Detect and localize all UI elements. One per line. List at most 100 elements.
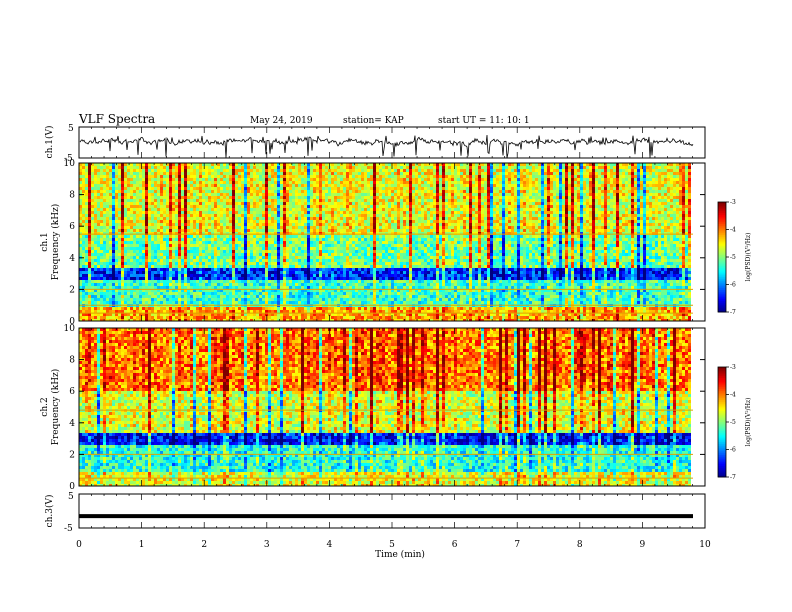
ch1-spectrogram-cell bbox=[214, 199, 217, 202]
ch1-spectrogram-cell bbox=[316, 244, 319, 247]
ch1-spectrogram-cell bbox=[286, 283, 289, 286]
ch1-spectrogram-cell bbox=[160, 214, 163, 217]
ch1-spectrogram-cell bbox=[103, 244, 106, 247]
ch1-spectrogram-cell bbox=[325, 247, 328, 250]
ch1-spectrogram-cell bbox=[103, 217, 106, 220]
ch1-spectrogram-cell bbox=[175, 301, 178, 304]
ch1-spectrogram-cell bbox=[169, 280, 172, 283]
ch1-spectrogram-cell bbox=[322, 211, 325, 214]
ch1-spectrogram-cell bbox=[343, 280, 346, 283]
ch1-spectrogram-cell bbox=[319, 310, 322, 313]
ch1-spectrogram-cell bbox=[115, 289, 118, 292]
ch1-spectrogram-cell bbox=[109, 247, 112, 250]
ch1-spectrogram-cell bbox=[289, 244, 292, 247]
ch1-spectrogram-cell bbox=[295, 163, 298, 166]
ch1-spectrogram-cell bbox=[163, 199, 166, 202]
ch1-spectrogram-cell bbox=[358, 280, 361, 283]
ch1-spectrogram-cell bbox=[112, 211, 115, 214]
ch1-spectrogram-cell bbox=[307, 262, 310, 265]
ch1-spectrogram-cell bbox=[193, 199, 196, 202]
ch1-spectrogram-cell bbox=[187, 220, 190, 223]
ch1-spectrogram-cell bbox=[313, 319, 316, 321]
ch1-spectrogram-cell bbox=[166, 259, 169, 262]
ch1-spectrogram-cell bbox=[298, 190, 301, 193]
ch1-spectrogram-cell bbox=[319, 214, 322, 217]
ch1-spectrogram-cell bbox=[316, 220, 319, 223]
ch1-spectrogram-cell bbox=[271, 310, 274, 313]
ch1-spectrogram-cell bbox=[94, 298, 97, 301]
ch1-spectrogram-cell bbox=[157, 193, 160, 196]
ch1-spectrogram-cell bbox=[211, 223, 214, 226]
ch1-spectrogram-cell bbox=[205, 301, 208, 304]
ch1-spectrogram-cell bbox=[148, 241, 151, 244]
ch1-spectrogram-cell bbox=[283, 265, 286, 268]
ch1-spectrogram-cell bbox=[178, 238, 181, 241]
ch1-spectrogram-cell bbox=[289, 301, 292, 304]
ch1-spectrogram-cell bbox=[268, 274, 271, 277]
ch1-spectrogram-cell bbox=[100, 262, 103, 265]
ch1-spectrogram-cell bbox=[307, 172, 310, 175]
ch1-spectrogram-cell bbox=[340, 262, 343, 265]
ch1-spectrogram-cell bbox=[253, 307, 256, 310]
ch1-spectrogram-cell bbox=[79, 307, 82, 310]
ch1-spectrogram-cell bbox=[250, 259, 253, 262]
ch1-spectrogram-cell bbox=[298, 247, 301, 250]
ch1-spectrogram-cell bbox=[244, 310, 247, 313]
ch1-spectrogram-cell bbox=[211, 274, 214, 277]
ch1-spectrogram-cell bbox=[250, 295, 253, 298]
ch1-spectrogram-cell bbox=[238, 292, 241, 295]
ch1-spectrogram-cell bbox=[196, 244, 199, 247]
ch1-spectrogram-cell bbox=[259, 295, 262, 298]
ch1-spectrogram-cell bbox=[238, 202, 241, 205]
ch1-spectrogram-cell bbox=[331, 226, 334, 229]
ch1-spectrogram-cell bbox=[142, 247, 145, 250]
ch1-spectrogram-cell bbox=[184, 280, 187, 283]
ch1-spectrogram-cell bbox=[175, 178, 178, 181]
ch1-spectrogram-cell bbox=[358, 283, 361, 286]
ch1-spectrogram-cell bbox=[307, 250, 310, 253]
ch1-spectrogram-cell bbox=[193, 280, 196, 283]
ch1-spectrogram-cell bbox=[244, 280, 247, 283]
ch1-spectrogram-cell bbox=[235, 271, 238, 274]
ch1-spectrogram-cell bbox=[139, 310, 142, 313]
ch1-spectrogram-cell bbox=[268, 295, 271, 298]
ch1-spectrogram-cell bbox=[160, 313, 163, 316]
ch1-spectrogram-cell bbox=[289, 292, 292, 295]
ch1-spectrogram-cell bbox=[226, 178, 229, 181]
ch1-spectrogram-cell bbox=[88, 211, 91, 214]
ch1-spectrogram-cell bbox=[226, 211, 229, 214]
ch1-spectrogram-cell bbox=[262, 169, 265, 172]
ch1-spectrogram-cell bbox=[85, 187, 88, 190]
ch1-spectrogram-cell bbox=[175, 181, 178, 184]
ch1-spectrogram-cell bbox=[280, 253, 283, 256]
ch1-spectrogram-cell bbox=[100, 289, 103, 292]
ch1-spectrogram-cell bbox=[262, 223, 265, 226]
ch1-spectrogram-cell bbox=[97, 205, 100, 208]
ch1-spectrogram-cell bbox=[94, 223, 97, 226]
ch1-spectrogram-cell bbox=[265, 223, 268, 226]
ch1-spectrogram-cell bbox=[178, 214, 181, 217]
ch1-spectrogram-cell bbox=[301, 220, 304, 223]
ch1-spectrogram-cell bbox=[166, 298, 169, 301]
ch1-spectrogram-cell bbox=[154, 193, 157, 196]
ch1-spectrogram-cell bbox=[283, 271, 286, 274]
ch1-spectrogram-cell bbox=[256, 283, 259, 286]
ch1-spectrogram-cell bbox=[283, 187, 286, 190]
ch1-spectrogram-cell bbox=[256, 268, 259, 271]
ch1-spectrogram-cell bbox=[100, 169, 103, 172]
ch1-spectrogram-cell bbox=[295, 211, 298, 214]
ch1-spectrogram-cell bbox=[334, 247, 337, 250]
ch1-spectrogram-cell bbox=[268, 217, 271, 220]
ch1-spectrogram-cell bbox=[316, 205, 319, 208]
ch1-spectrogram-cell bbox=[244, 196, 247, 199]
ch1-spectrogram-cell bbox=[331, 319, 334, 321]
ch1-spectrogram-cell bbox=[202, 190, 205, 193]
ch1-spectrogram-cell bbox=[265, 220, 268, 223]
ch1-spectrogram-cell bbox=[292, 229, 295, 232]
ch1-spectrogram-cell bbox=[139, 313, 142, 316]
ch1-spectrogram-cell bbox=[289, 208, 292, 211]
ch1-spectrogram-cell bbox=[121, 253, 124, 256]
ch1-spectrogram-cell bbox=[271, 166, 274, 169]
ch1-spectrogram-cell bbox=[142, 199, 145, 202]
ch1-spectrogram-cell bbox=[280, 163, 283, 166]
